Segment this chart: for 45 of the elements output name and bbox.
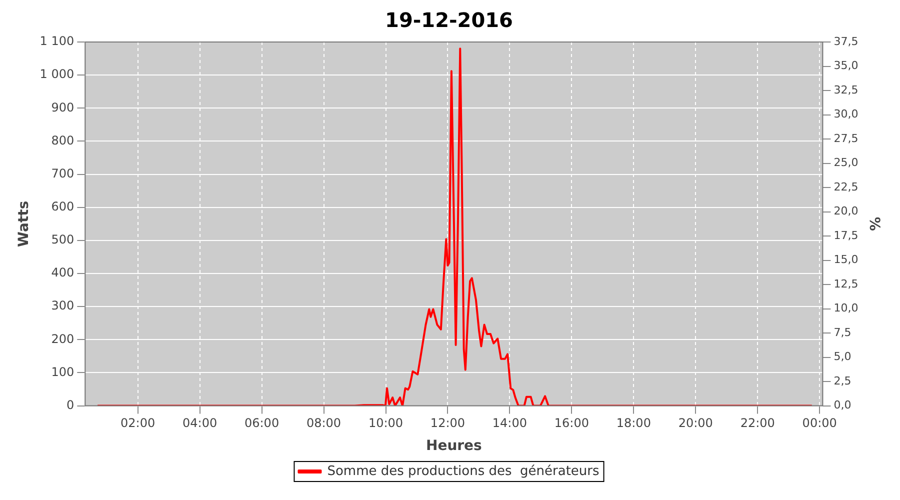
legend-label: Somme des productions des générateurs — [327, 464, 600, 479]
y2-tick-label: 2,5 — [834, 374, 852, 388]
x-tick-label: 18:00 — [616, 416, 651, 430]
y2-tick-label: 7,5 — [834, 326, 852, 339]
y2-tick-label: 0,0 — [834, 398, 852, 412]
y-tick-label: 600 — [51, 199, 74, 214]
y2-tick-label: 5,0 — [834, 350, 852, 364]
x-axis-title: Heures — [426, 438, 482, 454]
y2-tick-label: 17,5 — [834, 228, 858, 242]
y-tick-label: 1 100 — [40, 34, 74, 48]
y-tick-label: 1 000 — [40, 67, 74, 82]
y2-tick-label: 25,0 — [834, 156, 858, 170]
y-tick-label: 300 — [51, 298, 74, 313]
x-tick-label: 14:00 — [492, 416, 528, 430]
x-tick-label: 02:00 — [120, 416, 156, 430]
x-tick-label: 16:00 — [554, 416, 589, 430]
y2-tick-label: 35,0 — [834, 59, 858, 72]
y-tick-label: 0 — [66, 398, 74, 412]
x-tick-label: 20:00 — [678, 416, 713, 430]
x-tick-label: 10:00 — [368, 416, 404, 430]
x-tick-label: 08:00 — [306, 416, 342, 430]
y-tick-label: 700 — [51, 166, 74, 180]
y2-tick-label: 37,5 — [834, 34, 858, 48]
y2-tick-label: 27,5 — [834, 132, 858, 145]
y2-tick-label: 20,0 — [834, 204, 858, 218]
y2-tick-label: 30,0 — [834, 108, 858, 121]
y-tick-label: 900 — [51, 100, 74, 114]
y-tick-label: 100 — [51, 364, 74, 379]
x-tick-label: 04:00 — [182, 416, 218, 430]
chart-title: 19-12-2016 — [385, 8, 513, 32]
y-tick-label: 500 — [51, 232, 74, 247]
x-tick-label: 06:00 — [244, 416, 280, 430]
y2-tick-label: 32,5 — [834, 83, 858, 96]
x-tick-label: 12:00 — [430, 416, 466, 430]
y2-tick-label: 22,5 — [834, 180, 858, 194]
x-tick-label: 00:00 — [802, 416, 837, 430]
y2-tick-label: 10,0 — [834, 302, 858, 315]
y2-tick-label: 15,0 — [834, 253, 858, 266]
y-tick-label: 400 — [51, 266, 74, 280]
x-tick-label: 22:00 — [740, 416, 775, 430]
y-tick-label: 200 — [51, 332, 74, 346]
y-axis-title: Watts — [16, 200, 32, 247]
y2-axis-title: % — [866, 216, 882, 231]
y2-tick-label: 12,5 — [834, 277, 858, 290]
y-tick-label: 800 — [51, 133, 74, 148]
